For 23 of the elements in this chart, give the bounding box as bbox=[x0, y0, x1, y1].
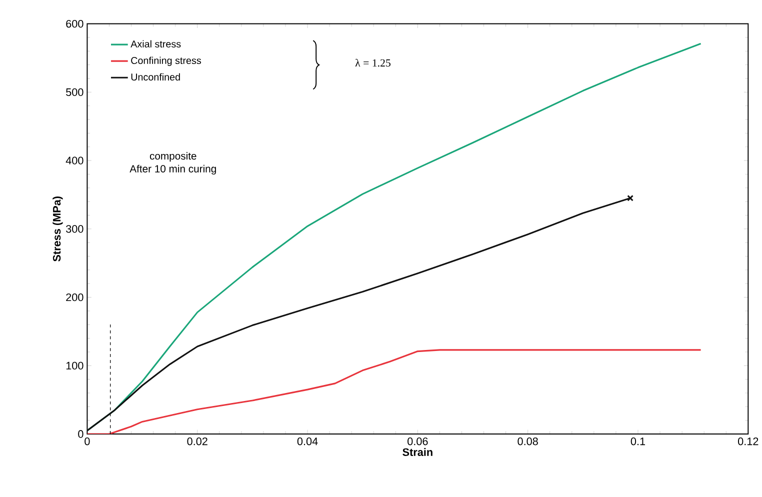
x-tick-label: 0.12 bbox=[738, 437, 758, 445]
y-axis-title: Stress (MPa) bbox=[52, 196, 63, 262]
y-tick-label: 100 bbox=[66, 362, 84, 370]
y-tick-label: 600 bbox=[66, 20, 84, 28]
y-tick-label: 400 bbox=[66, 156, 84, 164]
y-tick-label: 300 bbox=[66, 224, 84, 233]
x-tick-label: 0.1 bbox=[630, 437, 646, 445]
legend-label: Axial stress bbox=[130, 40, 181, 48]
x-tick-label: 0.06 bbox=[408, 437, 428, 445]
x-tick-label: 0.02 bbox=[187, 437, 208, 445]
x-tick-label: 0.08 bbox=[518, 437, 538, 445]
y-tick-label: 200 bbox=[66, 293, 84, 301]
legend-label: Unconfined bbox=[131, 73, 180, 80]
x-tick-label: 0 bbox=[84, 437, 90, 445]
y-tick-label: 0 bbox=[78, 430, 84, 438]
y-tick-label: 500 bbox=[66, 88, 84, 96]
line-series bbox=[87, 197, 632, 432]
annotation: After 10 min curing bbox=[130, 164, 216, 174]
legend-label: Confining stress bbox=[131, 56, 202, 66]
x-axis-title: Strain bbox=[402, 448, 432, 456]
x-tick-label: 0.04 bbox=[297, 437, 318, 445]
annotation: composite bbox=[150, 152, 196, 162]
annotation: λ = 1.25 bbox=[355, 58, 390, 66]
